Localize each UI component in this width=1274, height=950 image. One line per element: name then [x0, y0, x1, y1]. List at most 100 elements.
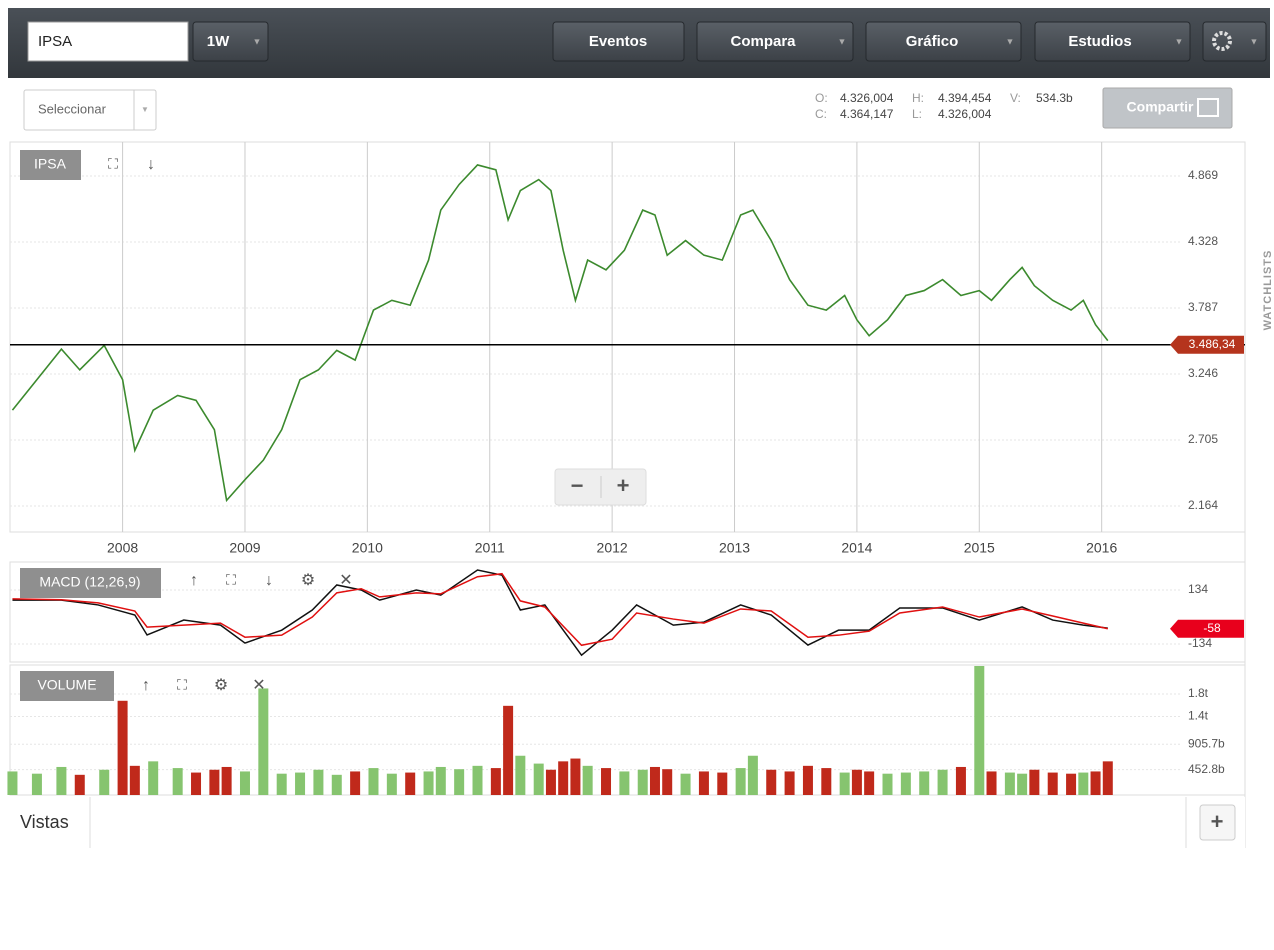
caret: ▼ [1175, 36, 1184, 46]
quote-label: C: [815, 107, 827, 121]
volume-bar [386, 773, 397, 795]
volume-bar [864, 771, 875, 795]
chart-button[interactable] [865, 21, 1022, 62]
gear-icon [1212, 31, 1232, 51]
series-line [11, 164, 1109, 503]
volume-bar [747, 755, 758, 795]
x-tick-label: 2010 [352, 540, 383, 556]
volume-bar [680, 773, 691, 795]
period: 1W [207, 33, 230, 50]
price-tag-label: -58 [1203, 621, 1221, 635]
button-label: Eventos [589, 33, 647, 50]
x-tick-label: 2015 [964, 540, 995, 556]
period-button[interactable] [192, 21, 269, 62]
volume-bar [331, 774, 342, 795]
panel-title: VOLUME [37, 677, 96, 693]
quote-label: H: [912, 91, 924, 105]
studies-button[interactable] [1034, 21, 1191, 62]
volume-bar [129, 765, 140, 795]
volume-bar [209, 769, 220, 795]
volume-bar [601, 768, 612, 795]
up-icon[interactable]: ↑ [190, 572, 198, 589]
zoom-out[interactable]: − [571, 473, 584, 498]
y-tick-label: 1.4t [1188, 709, 1209, 723]
volume-bar [986, 771, 997, 795]
volume-bar [472, 765, 483, 795]
watchlists-tab[interactable]: WATCHLISTS [1262, 250, 1274, 331]
close-icon[interactable]: ✕ [252, 677, 265, 694]
panel-title: MACD (12,26,9) [39, 574, 140, 590]
volume-bar [717, 772, 728, 795]
plots: 2.164 2.705 3.246 3.787 4.328 4.869 2008 2009 20… [7, 142, 1245, 795]
volume-bar [821, 768, 832, 795]
events-button[interactable] [552, 21, 685, 62]
price-tag [1170, 619, 1244, 638]
layout-select[interactable] [23, 89, 157, 131]
volume-bar [31, 773, 42, 795]
volume-bar [74, 774, 85, 795]
x-tick-label: 2014 [841, 540, 872, 556]
quote-label: O: [815, 91, 828, 105]
volume-bar [900, 772, 911, 795]
volume-bar [802, 765, 813, 795]
expand-icon[interactable]: ⛶ [177, 677, 187, 693]
down-icon[interactable]: ↓ [147, 156, 155, 173]
symbol-input[interactable] [27, 21, 189, 62]
series-line [12, 569, 1108, 657]
volume-bar [191, 772, 202, 795]
volume-bar [117, 700, 128, 795]
quote-label: V: [1010, 91, 1021, 105]
volume-bar [435, 766, 446, 795]
volume-bar [239, 771, 250, 795]
volume-bar [851, 769, 862, 795]
quote-value: 4.326,004 [840, 91, 894, 105]
footer [10, 797, 1245, 848]
volume-bar [1090, 771, 1101, 795]
volume-bar [558, 761, 569, 795]
settings-icon[interactable]: ⚙ [301, 572, 315, 589]
volume-bar [784, 771, 795, 795]
settings-icon[interactable]: ⚙ [214, 677, 228, 694]
settings-button[interactable] [1202, 21, 1267, 62]
compare-button[interactable] [696, 21, 854, 62]
volume-bar [1066, 773, 1077, 795]
x-tick-label: 2012 [597, 540, 628, 556]
y-tick-label: -134 [1188, 636, 1212, 650]
volume-bar [570, 758, 581, 795]
expand-icon[interactable]: ⛶ [226, 572, 236, 588]
volume-bar [99, 769, 110, 795]
zoom-in[interactable]: + [617, 473, 630, 498]
price-tag-label: 3.486,34 [1189, 337, 1236, 351]
expand-icon[interactable]: ⛶ [108, 156, 118, 172]
down-icon[interactable]: ↓ [265, 572, 273, 589]
button-label: Gráfico [906, 33, 959, 50]
x-tick-label: 2008 [107, 540, 138, 556]
volume-bar [515, 755, 526, 795]
y-tick-label: 4.869 [1188, 168, 1218, 182]
caret: ▼ [1006, 36, 1015, 46]
y-tick-label: 2.705 [1188, 432, 1218, 446]
quote-value: 534.3b [1036, 91, 1073, 105]
volume-bar [1047, 772, 1058, 795]
x-tick-label: 2009 [229, 540, 260, 556]
volume-bar [295, 772, 306, 795]
add-view[interactable] [1199, 804, 1236, 841]
volume-bar [350, 771, 361, 795]
volume-bar [955, 766, 966, 795]
volume-bar [490, 768, 501, 795]
views-tab[interactable]: Vistas [20, 812, 69, 832]
select-label: Seleccionar [38, 101, 107, 116]
close-icon[interactable]: ✕ [339, 572, 352, 589]
volume-bar [423, 771, 434, 795]
button-label: Compara [730, 33, 796, 50]
quote-value: 4.326,004 [938, 107, 992, 121]
x-tick-label: 2016 [1086, 540, 1117, 556]
volume-bar [974, 666, 985, 795]
volume-bar [619, 771, 630, 795]
volume-bar [172, 768, 183, 795]
volume-bar [1078, 772, 1089, 795]
volume-bar [7, 771, 18, 795]
up-icon[interactable]: ↑ [142, 677, 150, 694]
volume-bar [148, 761, 159, 795]
quote-value: 4.364,147 [840, 107, 894, 121]
